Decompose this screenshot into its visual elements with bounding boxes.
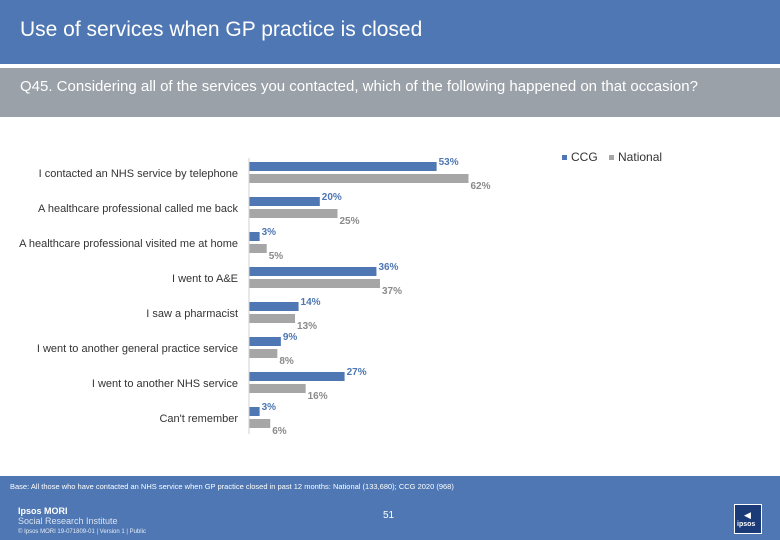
question-band: Q45. Considering all of the services you… (0, 68, 780, 117)
category-label: I saw a pharmacist (146, 308, 238, 320)
chart-legend: CCG National (562, 150, 670, 164)
legend-label-ccg: CCG (571, 150, 598, 164)
data-label-ccg-4: 14% (301, 297, 321, 308)
legend-label-national: National (618, 150, 663, 164)
data-label-national-6: 16% (308, 391, 328, 402)
question-text: Q45. Considering all of the services you… (20, 78, 698, 95)
data-label-ccg-2: 3% (262, 227, 277, 238)
header-band: Use of services when GP practice is clos… (0, 0, 780, 64)
data-label-ccg-3: 36% (378, 262, 398, 273)
data-label-national-2: 5% (269, 251, 284, 262)
data-label-national-0: 62% (470, 181, 490, 192)
chevron-icon: ◀ (744, 510, 751, 520)
data-label-ccg-0: 53% (439, 157, 459, 168)
category-label: I went to another general practice servi… (37, 343, 238, 355)
data-label-national-4: 13% (297, 321, 317, 332)
category-label: A healthcare professional called me back (38, 203, 238, 215)
corner-logo-label: ipsos (737, 521, 756, 528)
copyright-text: © Ipsos MORI 19-071809-01 | Version 1 | … (18, 529, 146, 535)
bar-ccg-2 (249, 232, 260, 241)
bar-ccg-6 (249, 372, 345, 381)
footer: Base: All those who have contacted an NH… (0, 476, 780, 540)
ipsos-corner-logo: ◀ ipsos (734, 504, 762, 534)
category-label: I went to A&E (172, 273, 238, 285)
data-label-ccg-1: 20% (322, 192, 342, 203)
bar-ccg-7 (249, 407, 260, 416)
bar-ccg-1 (249, 197, 320, 206)
category-label: A healthcare professional visited me at … (19, 238, 238, 250)
bar-national-5 (249, 349, 278, 358)
data-label-national-1: 25% (340, 216, 360, 227)
data-label-national-5: 8% (279, 356, 294, 367)
legend-item-ccg: CCG (562, 150, 598, 164)
category-label: I went to another NHS service (92, 378, 238, 390)
bar-national-0 (249, 174, 469, 183)
data-label-ccg-6: 27% (347, 367, 367, 378)
bar-chart: I contacted an NHS service by telephone 5… (19, 157, 491, 437)
legend-item-national: National (609, 150, 662, 164)
bar-national-1 (249, 209, 338, 218)
bar-national-6 (249, 384, 306, 393)
bar-ccg-3 (249, 267, 377, 276)
bar-national-3 (249, 279, 380, 288)
bar-ccg-5 (249, 337, 281, 346)
category-label: I contacted an NHS service by telephone (39, 168, 238, 180)
base-note: Base: All those who have contacted an NH… (10, 482, 454, 491)
data-label-national-3: 37% (382, 286, 402, 297)
bar-ccg-0 (249, 162, 437, 171)
logo-line-2: Social Research Institute (18, 516, 118, 526)
bar-national-2 (249, 244, 267, 253)
logo-line-1: Ipsos MORI (18, 506, 68, 516)
bar-ccg-4 (249, 302, 299, 311)
legend-swatch-national (609, 155, 615, 161)
page-title: Use of services when GP practice is clos… (20, 18, 423, 41)
legend-swatch-ccg (562, 155, 567, 161)
ipsos-mori-logo: Ipsos MORI Social Research Institute (18, 506, 118, 526)
page-number: 51 (383, 510, 395, 521)
category-label: Can't remember (159, 413, 238, 425)
data-label-ccg-5: 9% (283, 332, 298, 343)
bar-national-4 (249, 314, 296, 323)
data-label-national-7: 6% (272, 426, 287, 437)
bar-national-7 (249, 419, 271, 428)
data-label-ccg-7: 3% (262, 402, 277, 413)
